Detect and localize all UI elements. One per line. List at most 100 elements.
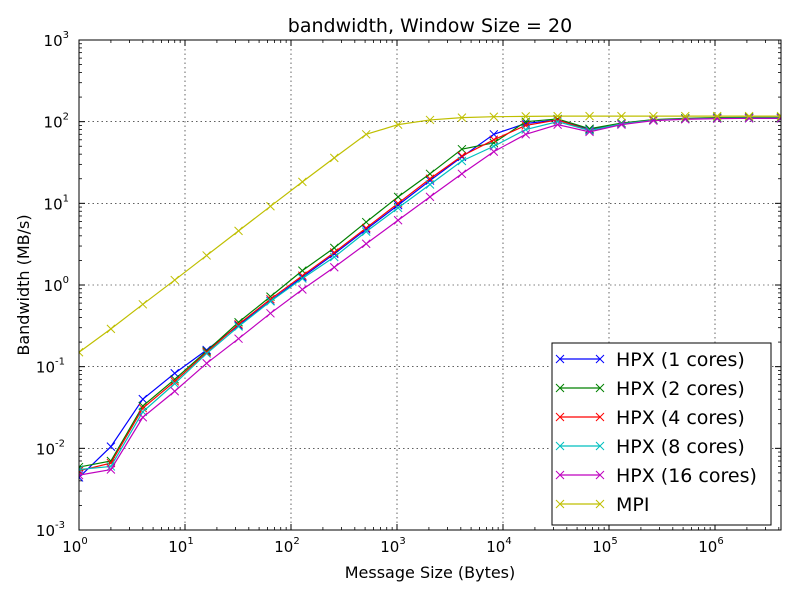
data-point-marker bbox=[170, 374, 180, 384]
data-point-marker bbox=[617, 111, 626, 121]
series-group bbox=[79, 111, 781, 357]
data-point-marker bbox=[106, 462, 116, 471]
data-point-marker bbox=[776, 111, 781, 121]
data-point-marker bbox=[585, 125, 594, 134]
data-point-marker bbox=[744, 111, 754, 121]
legend-label: HPX (16 cores) bbox=[616, 465, 757, 487]
legend-marker bbox=[555, 441, 565, 451]
data-point-marker bbox=[489, 138, 499, 148]
data-point-marker bbox=[329, 262, 339, 272]
y-tick-label: 101 bbox=[44, 193, 69, 213]
data-point-marker bbox=[521, 121, 531, 130]
data-point-marker bbox=[266, 294, 275, 304]
data-point-marker bbox=[329, 153, 339, 163]
axes-frame bbox=[78, 39, 782, 531]
data-point-marker bbox=[170, 377, 180, 386]
data-point-marker bbox=[649, 116, 658, 125]
y-tick-label: 103 bbox=[44, 30, 69, 50]
y-tick-label: 10-3 bbox=[36, 520, 65, 540]
legend-marker bbox=[595, 470, 605, 480]
x-tick-label: 102 bbox=[274, 536, 299, 556]
legend-label: HPX (8 cores) bbox=[616, 436, 745, 458]
data-point-marker bbox=[202, 349, 211, 358]
legend-marker bbox=[595, 412, 605, 422]
data-point-marker bbox=[170, 386, 180, 396]
legend-marker bbox=[555, 354, 565, 364]
data-point-marker bbox=[457, 156, 467, 166]
data-point-marker bbox=[79, 470, 84, 480]
data-point-marker bbox=[425, 115, 435, 125]
data-point-marker bbox=[393, 215, 403, 225]
data-point-marker bbox=[361, 239, 371, 249]
data-point-marker bbox=[489, 147, 499, 156]
x-tick-label: 105 bbox=[592, 536, 617, 556]
data-point-marker bbox=[489, 112, 499, 122]
data-point-marker bbox=[298, 274, 307, 283]
data-point-marker bbox=[489, 135, 499, 145]
data-point-marker bbox=[298, 177, 307, 187]
data-point-marker bbox=[79, 347, 84, 357]
x-tick-label: 104 bbox=[486, 536, 511, 556]
data-point-marker bbox=[138, 403, 148, 413]
legend-marker bbox=[595, 499, 605, 509]
data-point-marker bbox=[79, 466, 84, 476]
data-point-marker bbox=[329, 252, 339, 262]
y-axis-label: Bandwidth (MB/s) bbox=[14, 214, 33, 355]
data-point-marker bbox=[393, 120, 403, 129]
data-point-marker bbox=[649, 111, 658, 121]
x-tick-label: 106 bbox=[698, 536, 723, 556]
data-point-marker bbox=[170, 368, 180, 378]
data-point-marker bbox=[298, 271, 307, 281]
y-tick-label: 10-1 bbox=[36, 357, 65, 377]
data-point-marker bbox=[553, 111, 562, 121]
data-point-marker bbox=[585, 111, 594, 121]
data-point-marker bbox=[138, 394, 148, 404]
x-tick-label: 100 bbox=[62, 536, 87, 556]
legend: HPX (1 cores) HPX (2 cores) HPX (4 cores) H… bbox=[551, 342, 772, 526]
x-axis-label: Message Size (Bytes) bbox=[345, 563, 516, 582]
chart-title: bandwidth, Window Size = 20 bbox=[288, 15, 572, 37]
legend-marker bbox=[595, 441, 605, 451]
data-point-marker bbox=[329, 249, 339, 259]
data-point-marker bbox=[393, 192, 403, 202]
data-point-marker bbox=[393, 200, 403, 210]
data-point-marker bbox=[170, 379, 180, 388]
data-point-marker bbox=[712, 111, 722, 121]
plot-area: 100 101 102 103 104 105 106 10-3 10-2 10-1 100 101 1… bbox=[36, 30, 782, 556]
data-point-marker bbox=[521, 129, 531, 139]
data-point-marker bbox=[393, 203, 403, 213]
data-point-marker bbox=[202, 347, 211, 357]
data-point-marker bbox=[298, 285, 307, 294]
y-tick-label: 102 bbox=[44, 112, 69, 132]
data-point-marker bbox=[234, 322, 243, 331]
legend-marker bbox=[555, 470, 565, 480]
legend-marker bbox=[555, 383, 565, 393]
legend-label: HPX (4 cores) bbox=[616, 407, 745, 429]
data-point-marker bbox=[266, 201, 275, 211]
data-point-marker bbox=[585, 126, 594, 135]
data-point-marker bbox=[202, 358, 211, 368]
data-point-marker bbox=[457, 169, 467, 179]
x-tick-label: 103 bbox=[380, 536, 405, 556]
legend-label: MPI bbox=[616, 494, 649, 516]
data-point-marker bbox=[361, 227, 371, 237]
data-point-marker bbox=[170, 275, 180, 285]
data-point-marker bbox=[234, 334, 243, 344]
data-point-marker bbox=[138, 299, 148, 309]
data-point-marker bbox=[106, 442, 116, 451]
legend-label: HPX (2 cores) bbox=[616, 378, 745, 400]
x-tick-label: 101 bbox=[168, 536, 193, 556]
data-point-marker bbox=[202, 251, 211, 260]
data-point-marker bbox=[680, 111, 690, 121]
data-point-marker bbox=[106, 324, 116, 334]
data-point-marker bbox=[457, 144, 467, 154]
data-point-marker bbox=[138, 412, 148, 422]
data-point-marker bbox=[234, 319, 243, 329]
data-point-marker bbox=[266, 308, 275, 318]
data-point-marker bbox=[202, 345, 211, 355]
y-tick-label: 100 bbox=[44, 275, 69, 295]
data-point-marker bbox=[266, 297, 275, 306]
data-point-marker bbox=[617, 120, 626, 129]
legend-marker bbox=[595, 383, 605, 393]
